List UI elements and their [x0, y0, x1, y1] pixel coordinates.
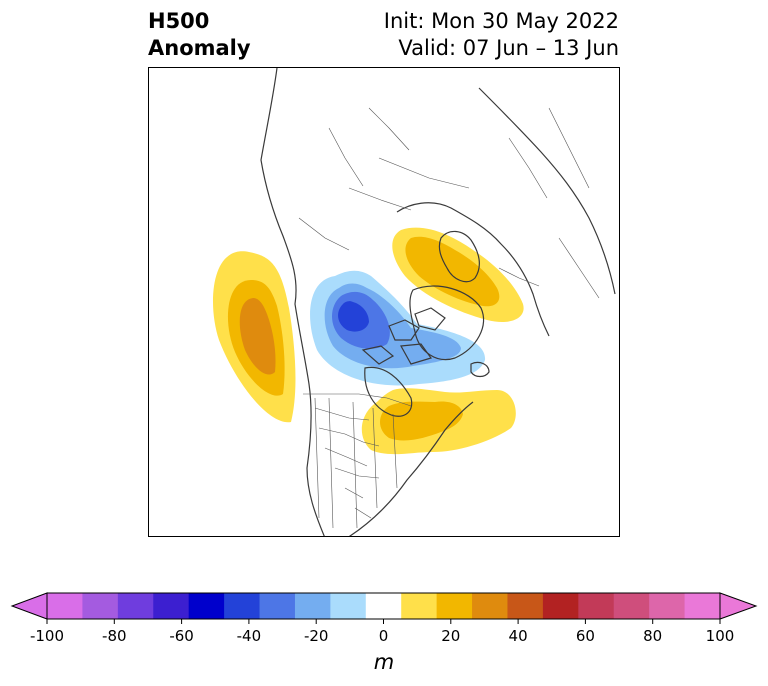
- colorbar-segment: [82, 593, 119, 619]
- colorbar-extend-low: [10, 592, 48, 620]
- colorbar-tick-label: 40: [508, 627, 528, 645]
- eastern-canada-ridge: [361, 388, 516, 455]
- field-name: H500: [148, 9, 210, 33]
- colorbar-tick-label: -60: [169, 627, 194, 645]
- hudson-bay: [364, 366, 413, 417]
- colorbar-segment: [613, 593, 650, 619]
- colorbar-segment: [224, 593, 261, 619]
- colorbar-tick-label: -80: [102, 627, 127, 645]
- greenland: [409, 285, 485, 361]
- colorbar-tick-label: 0: [378, 627, 389, 645]
- colorbar-segment: [507, 593, 544, 619]
- colorbar-tick-label: -100: [29, 627, 65, 645]
- title-right: Init: Mon 30 May 2022 Valid: 07 Jun – 13…: [384, 8, 619, 62]
- colorbar-segment: [578, 593, 615, 619]
- colorbar-tick-label: 80: [643, 627, 663, 645]
- colorbar-segment: [117, 593, 154, 619]
- north-america-west-coast: [260, 68, 325, 536]
- colorbar-segment: [153, 593, 190, 619]
- europe-coast: [396, 202, 550, 337]
- init-time: Init: Mon 30 May 2022: [383, 9, 619, 33]
- colorbar-segment: [294, 593, 331, 619]
- colorbar-tick-label: 100: [705, 627, 735, 645]
- colorbar-tick-label: 20: [441, 627, 461, 645]
- colorbar-segment: [649, 593, 686, 619]
- map-outlines: [260, 68, 616, 536]
- colorbar-unit: m: [373, 650, 395, 674]
- europe-ridge: [392, 227, 524, 323]
- title-left: H500 Anomaly: [148, 8, 251, 62]
- map-panel: [148, 67, 620, 537]
- field-type: Anomaly: [148, 36, 251, 60]
- colorbar-segment: [188, 593, 225, 619]
- colorbar-segment: [365, 593, 402, 619]
- colorbar-segment: [259, 593, 296, 619]
- colorbar-tick-label: 60: [575, 627, 595, 645]
- arctic-trough: [310, 270, 486, 386]
- colorbar-extend-high: [719, 592, 758, 620]
- anomaly-map: [212, 68, 616, 536]
- colorbar-segment: [47, 593, 83, 619]
- colorbar: [10, 592, 758, 624]
- anomaly-fills: [212, 227, 524, 455]
- north-america-east-coast: [348, 401, 474, 536]
- colorbar-segment: [436, 593, 473, 619]
- iceland: [470, 361, 490, 378]
- colorbar-tick-label: -40: [236, 627, 262, 645]
- colorbar-tick-label: -20: [303, 627, 329, 645]
- asia-coast: [478, 87, 616, 295]
- colorbar-segment: [401, 593, 438, 619]
- colorbar-segment: [472, 593, 508, 619]
- scandinavia: [438, 230, 480, 283]
- gulf-of-alaska-ridge: [212, 251, 296, 423]
- valid-range: Valid: 07 Jun – 13 Jun: [398, 36, 619, 60]
- colorbar-segment: [684, 593, 721, 619]
- borders: [298, 107, 600, 529]
- colorbar-segment: [542, 593, 579, 619]
- colorbar-segment: [330, 593, 367, 619]
